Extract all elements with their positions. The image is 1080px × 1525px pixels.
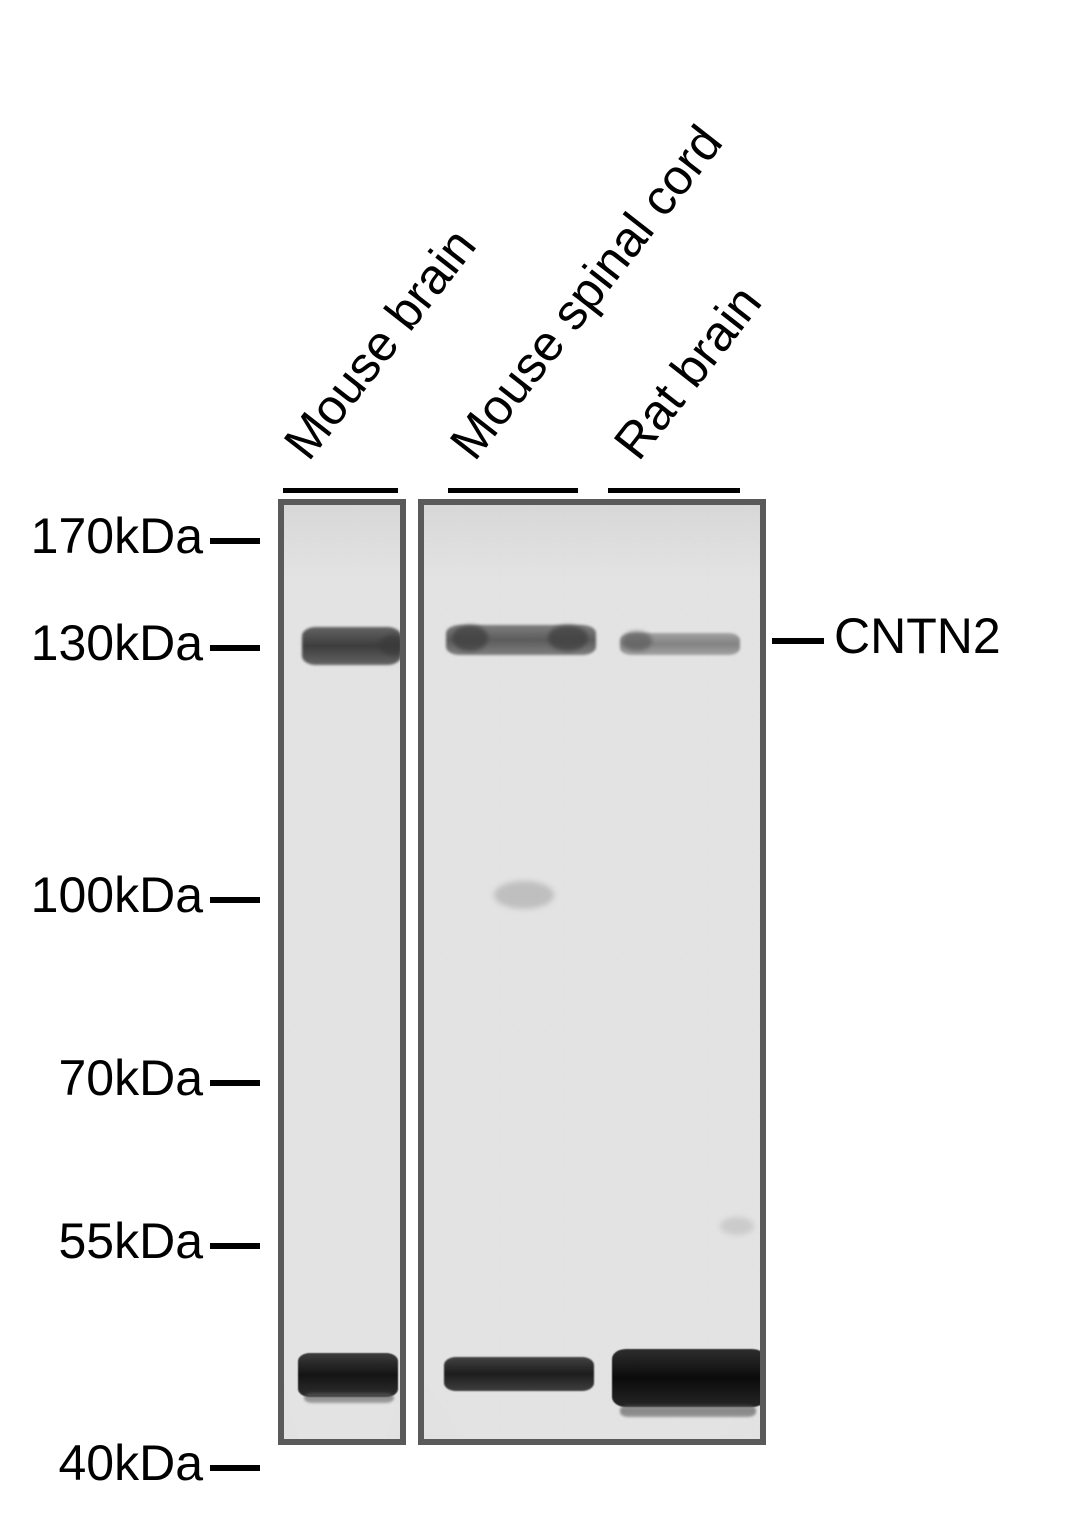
mw-label: 55kDa xyxy=(58,1212,203,1270)
blot-band xyxy=(612,1349,766,1407)
mw-label: 100kDa xyxy=(31,866,203,924)
panel-a xyxy=(278,499,406,1445)
mw-tick xyxy=(210,1465,260,1471)
lane-underline xyxy=(283,488,398,493)
blot-smudge xyxy=(622,631,652,651)
blot-smudge xyxy=(548,625,588,651)
target-tick xyxy=(772,638,824,644)
mw-label: 130kDa xyxy=(31,614,203,672)
blot-smudge xyxy=(380,635,406,655)
panel-b xyxy=(418,499,766,1445)
lane-underline xyxy=(608,488,740,493)
mw-tick xyxy=(210,1243,260,1249)
mw-label: 70kDa xyxy=(58,1049,203,1107)
mw-label: 40kDa xyxy=(58,1434,203,1492)
mw-tick xyxy=(210,538,260,544)
western-blot-figure: 170kDa130kDa100kDa70kDa55kDa40kDaMouse b… xyxy=(0,0,1080,1525)
blot-band xyxy=(620,1405,756,1417)
lane-underline xyxy=(448,488,578,493)
mw-tick xyxy=(210,1080,260,1086)
mw-tick xyxy=(210,897,260,903)
blot-smudge xyxy=(452,625,488,651)
target-label: CNTN2 xyxy=(834,607,1001,665)
blot-smudge xyxy=(720,1217,754,1235)
blot-band xyxy=(444,1357,594,1391)
mw-label: 170kDa xyxy=(31,507,203,565)
blot-smudge xyxy=(494,881,554,909)
mw-tick xyxy=(210,645,260,651)
lane-label: Rat brain xyxy=(602,274,773,470)
blot-band xyxy=(304,1393,394,1403)
blot-band xyxy=(298,1353,398,1397)
